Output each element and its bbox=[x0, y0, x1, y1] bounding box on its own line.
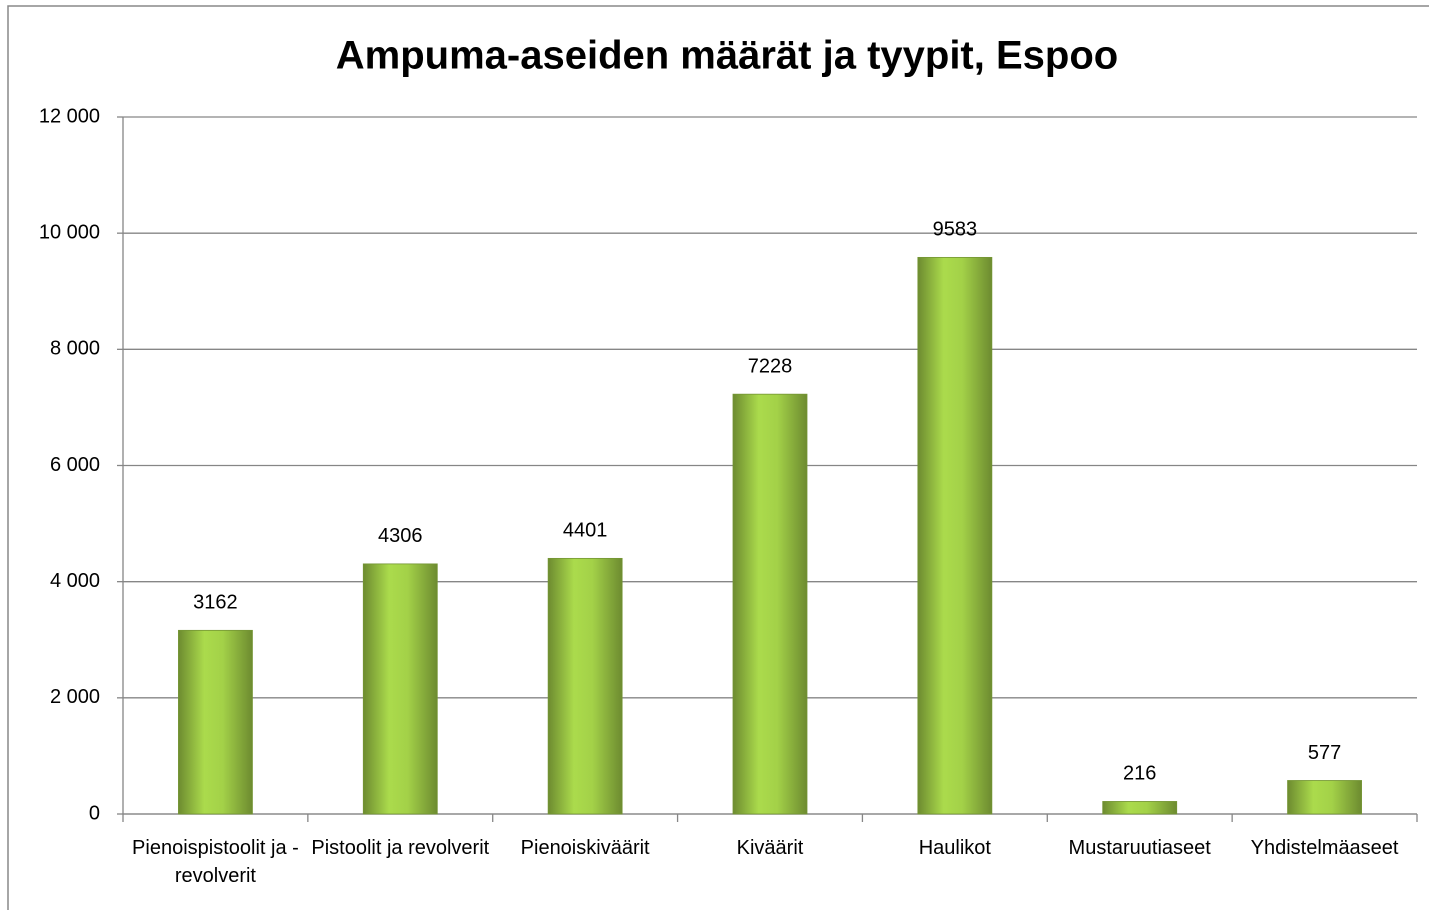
y-tick-label: 2 000 bbox=[50, 686, 100, 708]
chart-border bbox=[7, 5, 1429, 910]
x-tick-label: Yhdistelmäaseet bbox=[1250, 837, 1399, 859]
bar bbox=[732, 393, 808, 815]
y-tick-label: 0 bbox=[89, 802, 100, 824]
y-tick-label: 12 000 bbox=[39, 105, 100, 127]
x-tick-label: Pienoispistoolit ja -revolverit bbox=[132, 837, 299, 887]
value-label: 9583 bbox=[933, 219, 978, 241]
y-tick-label: 4 000 bbox=[50, 570, 100, 592]
bar bbox=[1102, 801, 1178, 815]
chart-title: Ampuma-aseiden määrät ja tyypit, Espoo bbox=[336, 34, 1118, 78]
y-tick-label: 10 000 bbox=[39, 221, 100, 243]
bar bbox=[362, 563, 438, 815]
bar bbox=[1287, 780, 1362, 815]
value-label: 216 bbox=[1123, 763, 1156, 785]
x-tick-label: Pistoolit ja revolverit bbox=[311, 837, 490, 859]
x-tick-label: Pienoiskiväärit bbox=[520, 837, 650, 859]
x-tick-label: Haulikot bbox=[918, 837, 991, 859]
y-tick-label: 8 000 bbox=[50, 338, 100, 360]
x-tick-label: Kiväärit bbox=[736, 837, 804, 859]
bar bbox=[547, 557, 623, 815]
value-label: 4401 bbox=[563, 520, 608, 542]
value-label: 7228 bbox=[748, 355, 793, 377]
y-tick-label: 6 000 bbox=[50, 454, 100, 476]
bar bbox=[917, 256, 993, 815]
x-tick-label: Mustaruutiaseet bbox=[1068, 837, 1211, 859]
value-label: 4306 bbox=[378, 525, 423, 547]
value-label: 3162 bbox=[193, 592, 238, 614]
bar bbox=[178, 629, 253, 815]
value-label: 577 bbox=[1308, 742, 1341, 764]
